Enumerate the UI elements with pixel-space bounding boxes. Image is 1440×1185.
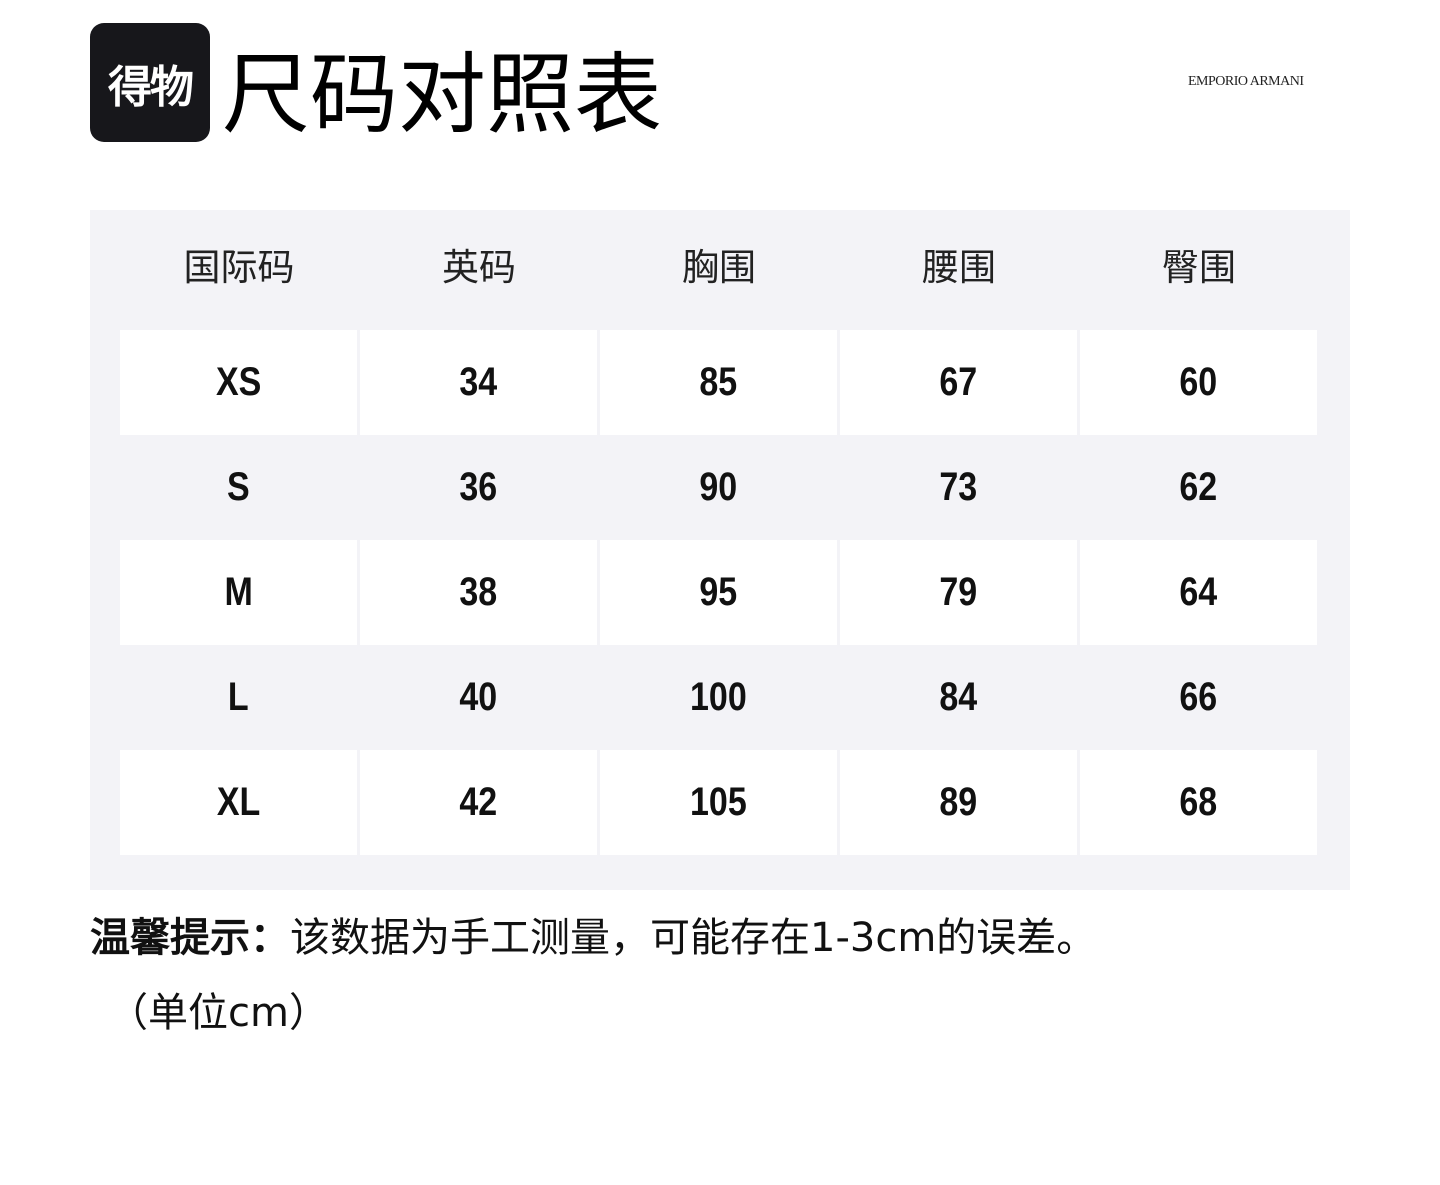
table-cell: 62 <box>1080 435 1317 540</box>
cell-value: 36 <box>459 465 498 509</box>
table-cell: S <box>120 435 357 540</box>
table-cell: 36 <box>360 435 597 540</box>
cell-value: XS <box>215 360 262 404</box>
table-cell: 79 <box>840 540 1077 645</box>
cell-value: 90 <box>699 465 738 509</box>
cell-value: 79 <box>939 570 978 614</box>
page-title: 尺码对照表 <box>222 43 663 146</box>
cell-value: 34 <box>459 360 498 404</box>
brand-logo: EMPORIO ARMANI <box>1188 74 1304 89</box>
cell-value: 68 <box>1179 780 1218 824</box>
table-cell: 90 <box>600 435 837 540</box>
table-cell: 34 <box>360 330 597 435</box>
table-cell: 105 <box>600 750 837 855</box>
table-cell: 38 <box>360 540 597 645</box>
table-cell: 95 <box>600 540 837 645</box>
column-header: 腰围 <box>922 246 996 289</box>
cell-value: 105 <box>690 780 747 824</box>
unit-note: （单位cm） <box>108 990 329 1036</box>
dewu-logo: 得物 <box>90 23 210 142</box>
cell-value: 95 <box>699 570 738 614</box>
table-cell: 84 <box>840 645 1077 750</box>
table-cell: 73 <box>840 435 1077 540</box>
table-cell: 67 <box>840 330 1077 435</box>
cell-value: 38 <box>459 570 498 614</box>
table-cell: XL <box>120 750 357 855</box>
cell-value: 89 <box>939 780 978 824</box>
cell-value: 42 <box>459 780 498 824</box>
table-cell: XS <box>120 330 357 435</box>
table-cell: 89 <box>840 750 1077 855</box>
cell-value: 66 <box>1179 675 1218 719</box>
cell-value: 62 <box>1179 465 1218 509</box>
table-cell: 60 <box>1080 330 1317 435</box>
column-header: 英码 <box>442 246 516 289</box>
cell-value: 73 <box>939 465 978 509</box>
table-cell: 66 <box>1080 645 1317 750</box>
tip-label: 温馨提示： <box>90 915 290 961</box>
table-cell: M <box>120 540 357 645</box>
cell-value: 84 <box>939 675 978 719</box>
cell-value: 67 <box>939 360 978 404</box>
cell-value: 64 <box>1179 570 1218 614</box>
cell-value: S <box>227 465 250 509</box>
column-header: 国际码 <box>183 246 295 289</box>
table-cell: 100 <box>600 645 837 750</box>
column-header: 臀围 <box>1162 246 1236 289</box>
cell-value: 100 <box>690 675 747 719</box>
cell-value: 40 <box>459 675 498 719</box>
cell-value: L <box>228 675 249 719</box>
table-cell: 40 <box>360 645 597 750</box>
table-cell: 85 <box>600 330 837 435</box>
cell-value: 60 <box>1179 360 1218 404</box>
cell-value: 85 <box>699 360 738 404</box>
table-cell: 64 <box>1080 540 1317 645</box>
tip-note: 温馨提示：该数据为手工测量，可能存在1-3cm的误差。 <box>90 908 1096 968</box>
tip-text: 该数据为手工测量，可能存在1-3cm的误差。 <box>290 915 1097 961</box>
logo-text: 得物 <box>108 61 194 113</box>
cell-value: XL <box>216 780 261 824</box>
table-cell: 42 <box>360 750 597 855</box>
column-header: 胸围 <box>682 246 756 289</box>
table-cell: 68 <box>1080 750 1317 855</box>
table-cell: L <box>120 645 357 750</box>
cell-value: M <box>224 570 253 614</box>
